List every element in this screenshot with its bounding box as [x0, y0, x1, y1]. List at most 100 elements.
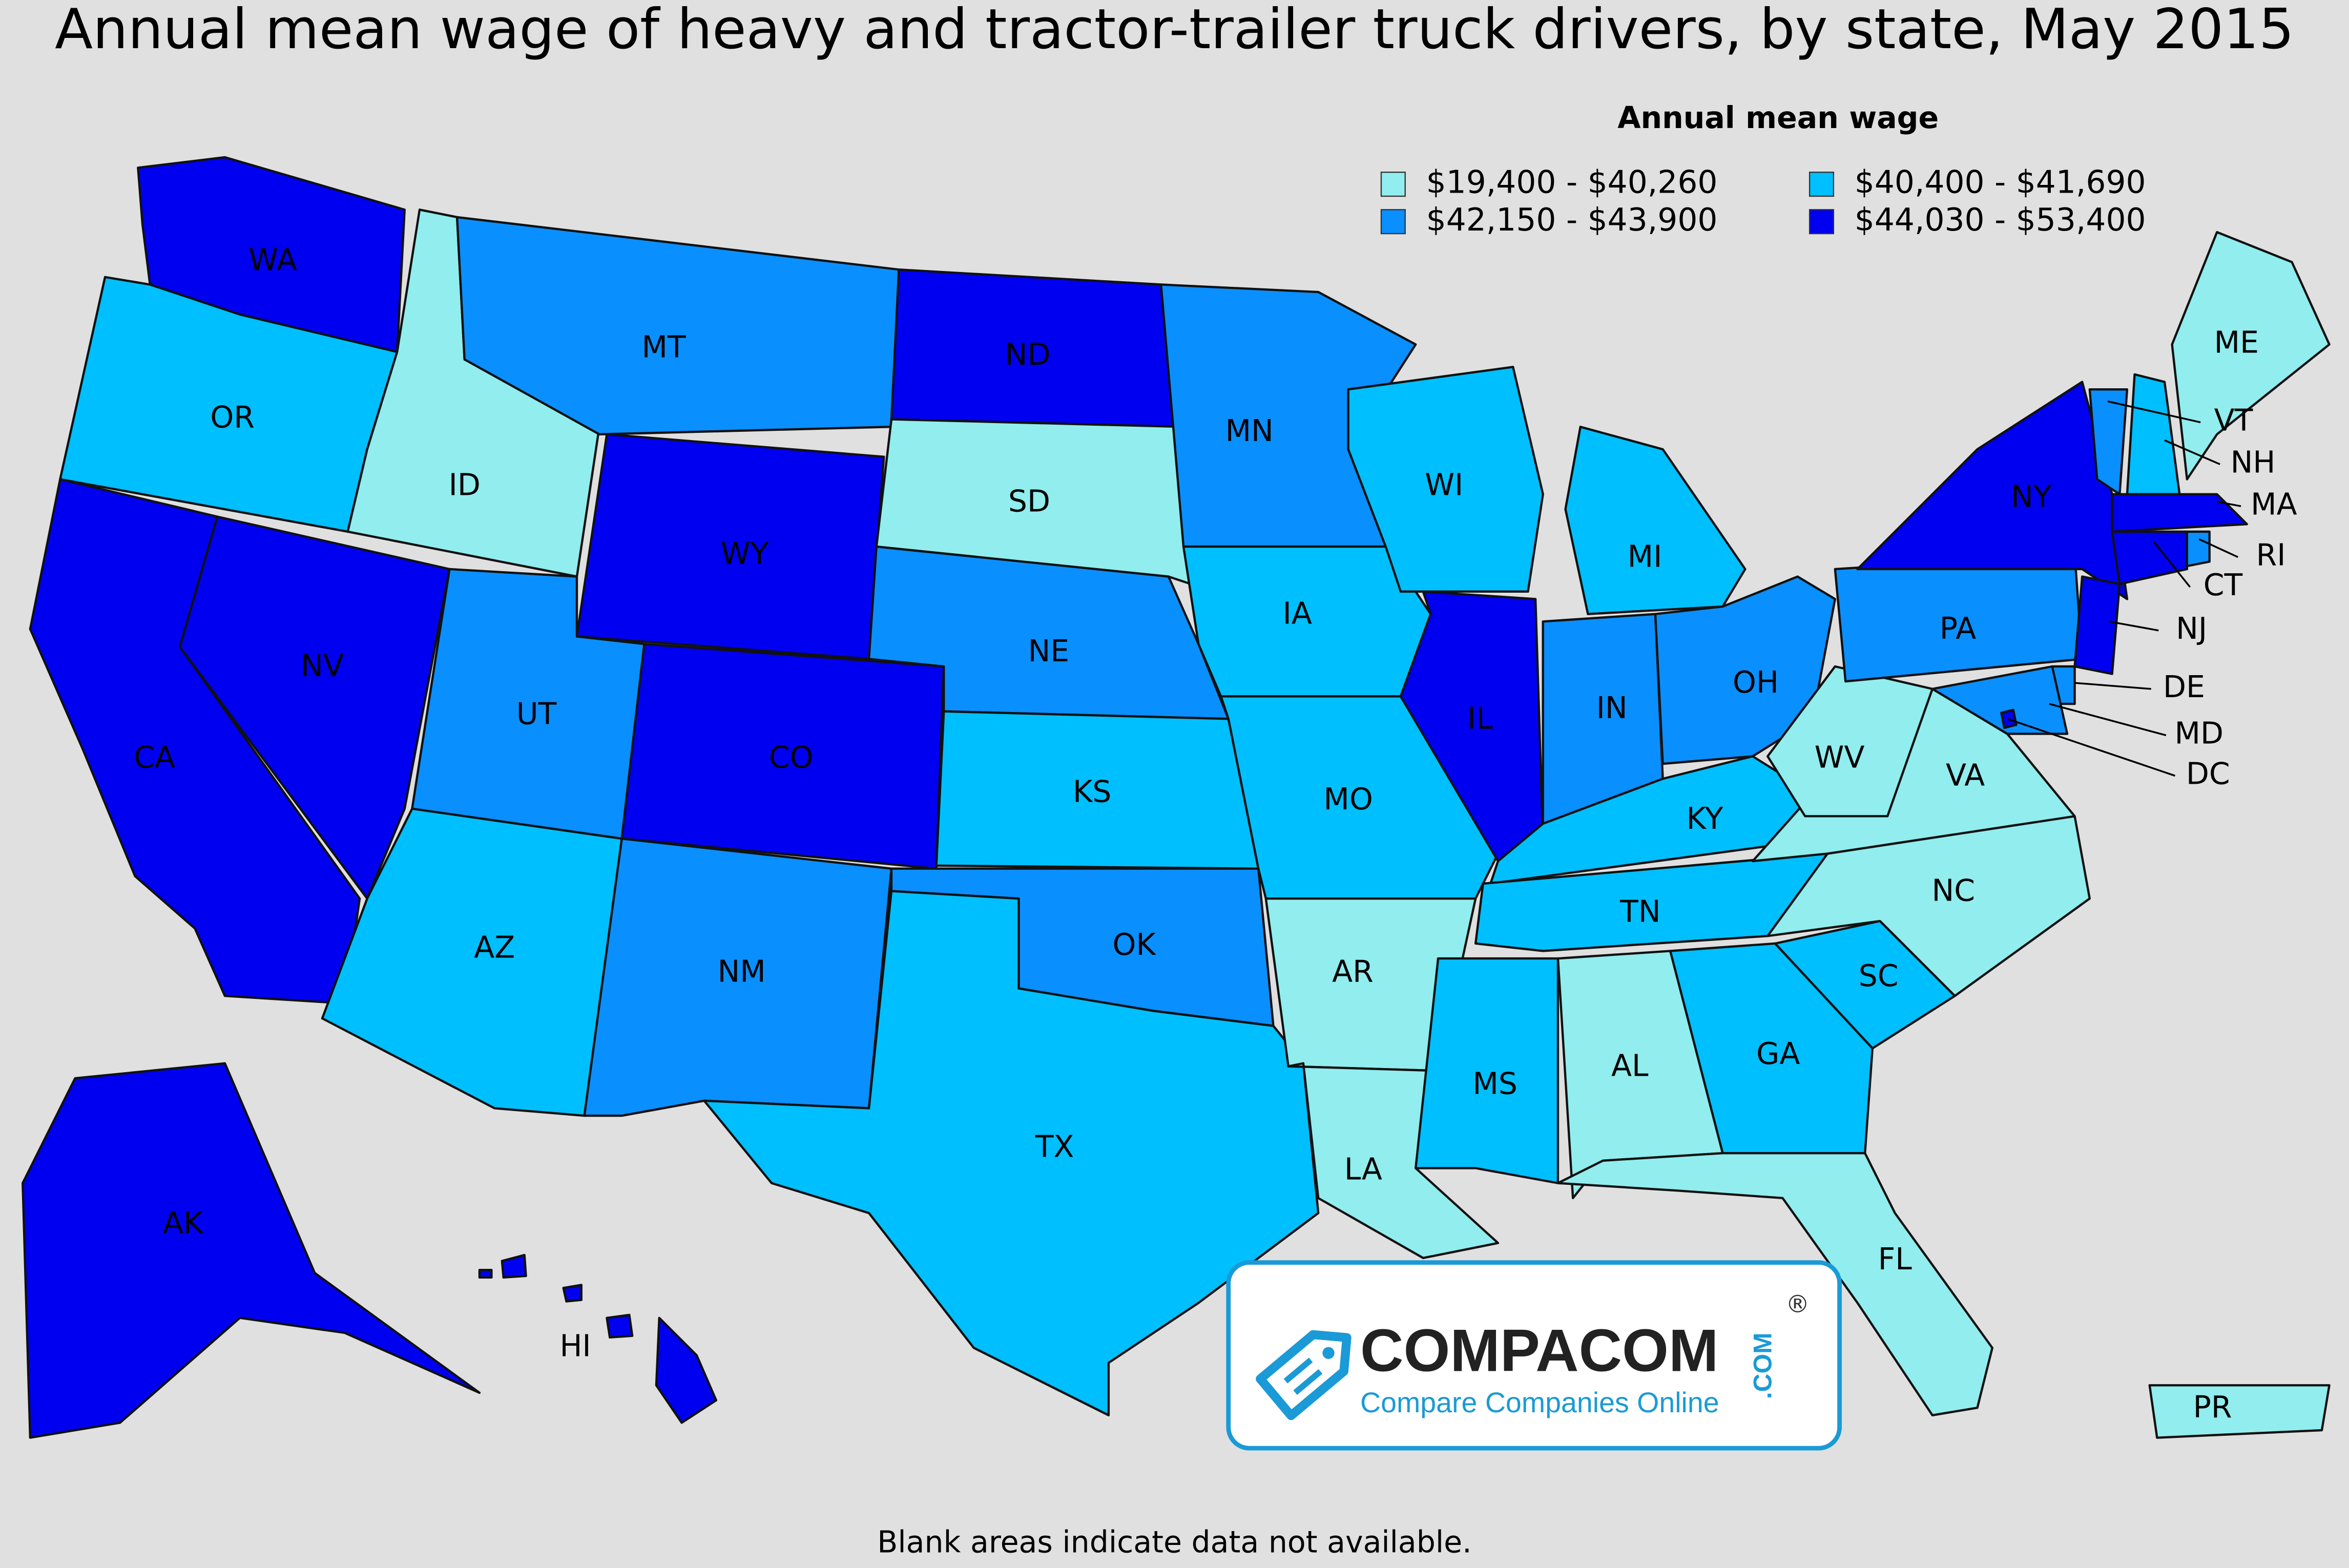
state-label: NM — [717, 954, 765, 989]
state-label: GA — [1756, 1036, 1800, 1071]
state-shape — [1669, 942, 1874, 1155]
legend-label: $40,400 - $41,690 — [1855, 164, 2146, 201]
state-label: SC — [1859, 958, 1899, 993]
state-label: NE — [1028, 634, 1070, 668]
state-shape — [2171, 231, 2331, 480]
state-label: LA — [1344, 1152, 1382, 1186]
state-label: ND — [1005, 337, 1051, 372]
state-label: MD — [2175, 716, 2223, 751]
state-shape — [606, 1313, 634, 1339]
state-label: RI — [2256, 538, 2286, 573]
state-label: MT — [641, 329, 685, 364]
state-label: IA — [1283, 596, 1312, 631]
state-label: IL — [1467, 701, 1493, 736]
state-shape — [562, 1284, 583, 1303]
state-label: MS — [1472, 1067, 1518, 1101]
legend-swatch — [1808, 172, 1835, 197]
legend-swatch — [1380, 172, 1406, 197]
state-label: UT — [516, 697, 557, 731]
state-labels: WA OR CA NV ID MT WY UT CO AZ NM ND SD NE KS OK TX MN IA MO… — [134, 243, 2297, 1425]
state-label: MO — [1323, 782, 1373, 817]
logo-icon — [1256, 1330, 1352, 1420]
state-label: IN — [1596, 691, 1628, 725]
leader-line — [2049, 703, 2167, 737]
state-label: SD — [1008, 484, 1050, 518]
state-label: OH — [1733, 665, 1779, 700]
leader-line — [2198, 538, 2238, 558]
state-shape — [655, 1316, 718, 1424]
legend-label: $44,030 - $53,400 — [1855, 202, 2146, 238]
leader-line — [2074, 682, 2151, 690]
logo-mark: ® — [1785, 1291, 1810, 1319]
state-label: TX — [1035, 1130, 1074, 1164]
state-label: HI — [559, 1328, 591, 1363]
state-label: VT — [2214, 403, 2253, 438]
state-label: CO — [769, 740, 814, 775]
state-shape — [179, 515, 451, 900]
state-label: KS — [1073, 775, 1111, 809]
legend-swatch — [1380, 209, 1406, 235]
legend-label: $19,400 - $40,260 — [1426, 164, 1718, 201]
state-label: ME — [2214, 325, 2259, 360]
state-shape — [1347, 366, 1544, 593]
state-shape — [875, 418, 1192, 586]
state-label: NH — [2231, 445, 2276, 479]
state-shape — [1415, 957, 1560, 1184]
state-shape — [2073, 575, 2121, 675]
state-shape — [501, 1253, 527, 1279]
footnote: Blank areas indicate data not available. — [877, 1524, 1471, 1559]
state-shape — [2148, 1384, 2331, 1439]
state-label: AZ — [474, 930, 515, 965]
state-shape — [2111, 530, 2189, 586]
state-label: MN — [1225, 413, 1274, 448]
state-label: PA — [1940, 611, 1977, 646]
logo-name: COMPACOM — [1360, 1317, 1718, 1384]
logo-tagline: Compare Companies Online — [1360, 1387, 1719, 1418]
state-label: NJ — [2176, 611, 2207, 646]
state-shape — [703, 890, 1320, 1416]
leader-line — [2216, 500, 2241, 507]
state-label: NY — [2011, 479, 2052, 514]
state-label: WY — [721, 536, 769, 571]
title: Annual mean wage of heavy and tractor-tr… — [55, 0, 2294, 61]
state-shape — [455, 216, 900, 436]
state-label: WI — [1425, 467, 1463, 502]
legend: $19,400 - $40,260 $40,400 - $41,690 $42,15… — [1380, 164, 2146, 238]
state-label: FL — [1878, 1242, 1913, 1277]
legend-label: $42,150 - $43,900 — [1426, 202, 1718, 238]
state-label: VA — [1946, 758, 1985, 792]
state-shape — [2111, 493, 2248, 533]
state-shape — [2186, 530, 2211, 568]
state-label: OK — [1112, 927, 1156, 962]
state-label: AL — [1611, 1049, 1649, 1083]
leader-line — [2107, 400, 2201, 424]
state-shape — [22, 1062, 481, 1439]
logo-suffix: .COM — [1749, 1332, 1777, 1399]
state-label: NC — [1931, 873, 1975, 908]
state-label: DC — [2186, 757, 2230, 791]
state-shape — [1654, 575, 1836, 765]
state-label: ID — [449, 467, 481, 502]
leader-line — [2153, 541, 2191, 588]
leader-line — [2164, 439, 2220, 465]
legend-title: Annual mean wage — [1617, 100, 1939, 135]
state-label: WA — [248, 243, 297, 278]
state-label: CA — [134, 740, 175, 775]
logo: COMPACOM Compare Companies Online .COM ® — [1226, 1260, 1842, 1451]
state-label: WV — [1815, 740, 1865, 775]
state-label: AR — [1332, 954, 1374, 989]
state-label: MA — [2251, 487, 2297, 521]
logo-box — [1226, 1260, 1842, 1451]
state-label: TN — [1619, 894, 1660, 929]
state-label: MI — [1628, 539, 1662, 574]
state-label: KY — [1686, 801, 1723, 836]
legend-swatch — [1808, 209, 1835, 235]
states — [22, 156, 2331, 1439]
state-shape — [1556, 1152, 1993, 1416]
leader-line — [2007, 718, 2176, 777]
state-shape — [478, 1269, 493, 1279]
state-label: PR — [2193, 1390, 2232, 1425]
state-shape — [1766, 665, 1934, 818]
